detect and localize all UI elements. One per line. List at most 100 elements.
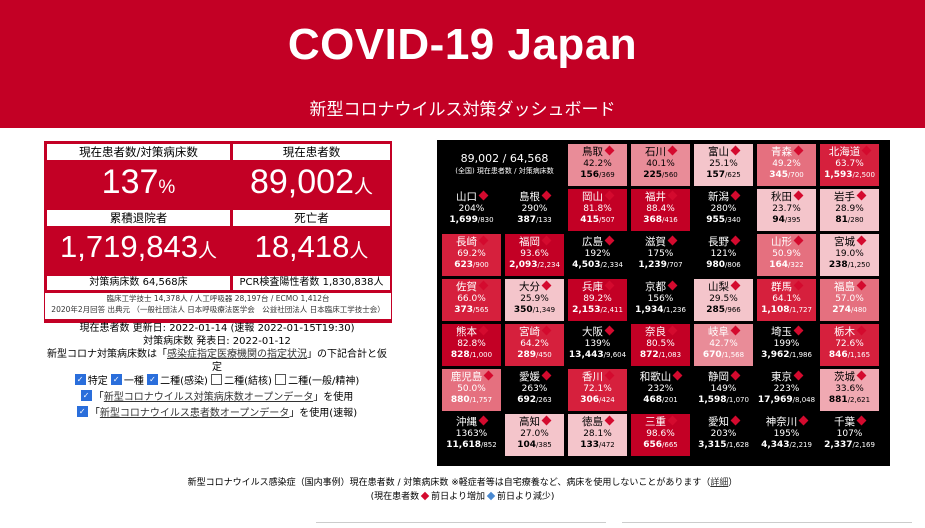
prefecture-counts: 4,343/2,219	[761, 440, 812, 450]
prefecture-tile[interactable]: 三重 98.6% 656/665	[631, 414, 690, 456]
prefecture-counts: 81/280	[835, 215, 864, 225]
beds-opendata-link[interactable]: 新型コロナウイルス対策病床数オープンデータ	[103, 392, 314, 403]
equipment-notes: 臨床工学技士 14,378人 / 人工呼吸器 28,197台 / ECMO 1,…	[44, 293, 392, 320]
prefecture-tile[interactable]: 宮崎 64.2% 289/450	[505, 324, 564, 366]
prefecture-tile[interactable]: 和歌山 232% 468/201	[631, 369, 690, 411]
checkbox-beds-opendata[interactable]	[80, 389, 92, 402]
prefecture-tile[interactable]: 徳島 28.1% 133/472	[568, 414, 627, 456]
checkbox-nishu-kekkaku[interactable]	[211, 374, 223, 385]
prefecture-name: 徳島	[568, 415, 627, 429]
checkbox-patients-opendata[interactable]	[76, 405, 88, 418]
prefecture-name: 茨城	[820, 370, 879, 384]
prefecture-tile[interactable]: 熊本 82.8% 828/1,000	[442, 324, 501, 366]
prefecture-tile[interactable]: 北海道 63.7% 1,593/2,500	[820, 144, 879, 186]
prefecture-counts: 368/416	[643, 215, 678, 225]
prefecture-ratio: 263%	[521, 384, 548, 394]
prefecture-tile[interactable]: 山口 204% 1,699/830	[442, 189, 501, 231]
prefecture-tile[interactable]: 長崎 69.2% 623/900	[442, 234, 501, 276]
prefecture-tile[interactable]: 沖縄 1363% 11,618/852	[442, 414, 501, 456]
prefecture-tile[interactable]: 滋賀 175% 1,239/707	[631, 234, 690, 276]
increase-arrow-icon	[541, 280, 552, 291]
checkbox-nishu-ippan[interactable]	[275, 374, 287, 385]
national-stats-panel: 現在患者数/対策病床数 137% 現在患者数 89,002人 累積退院者 1,7…	[44, 141, 392, 323]
prefecture-counts: 3,962/1,986	[761, 350, 812, 360]
prefecture-tile[interactable]: 広島 192% 4,503/2,334	[568, 234, 627, 276]
prefecture-tile[interactable]: 秋田 23.7% 94/395	[757, 189, 816, 231]
prefecture-tile[interactable]: 大阪 139% 13,443/9,604	[568, 324, 627, 366]
prefecture-tile[interactable]: 長野 121% 980/806	[694, 234, 753, 276]
national-caption: (全国) 現在患者数 / 対策病床数	[455, 167, 554, 175]
prefecture-name: 大分	[505, 280, 564, 294]
prefecture-tile[interactable]: 宮城 19.0% 238/1,250	[820, 234, 879, 276]
legend-line2: (現在患者数 前日より増加 前日より減少)	[370, 491, 555, 502]
increase-arrow-icon	[667, 235, 678, 246]
increase-arrow-icon	[667, 415, 678, 426]
prefecture-tile[interactable]: 山形 50.9% 164/322	[757, 234, 816, 276]
details-link[interactable]: 詳細	[710, 478, 729, 488]
increase-arrow-icon	[478, 415, 489, 426]
prefecture-tile[interactable]: 福井 88.4% 368/416	[631, 189, 690, 231]
prefecture-counts: 2,153/2,411	[572, 305, 623, 315]
prefecture-ratio: 81.8%	[583, 204, 612, 214]
prefecture-tile[interactable]: 鳥取 42.2% 156/369	[568, 144, 627, 186]
checkbox-tokutei[interactable]	[74, 373, 86, 386]
prefecture-tile[interactable]: 福岡 93.6% 2,093/2,234	[505, 234, 564, 276]
prefecture-tile[interactable]: 福島 57.0% 274/480	[820, 279, 879, 321]
prefecture-tile[interactable]: 愛媛 263% 692/263	[505, 369, 564, 411]
prefecture-ratio: 121%	[710, 249, 737, 259]
prefecture-tile[interactable]: 佐賀 66.0% 373/565	[442, 279, 501, 321]
designated-hospitals-link[interactable]: 感染症指定医療機関の指定状況	[167, 349, 307, 360]
checkbox-isshu[interactable]	[110, 373, 122, 386]
prefecture-tile[interactable]: 兵庫 89.2% 2,153/2,411	[568, 279, 627, 321]
prefecture-counts: 623/900	[454, 260, 489, 270]
prefecture-name: 高知	[505, 415, 564, 429]
info-section: 現在患者数 更新日: 2022-01-14 (速報 2022-01-15T19:…	[44, 322, 390, 420]
prefecture-ratio: 156%	[647, 294, 674, 304]
prefecture-grid: 89,002 / 64,568 (全国) 現在患者数 / 対策病床数 鳥取 42.…	[437, 140, 890, 466]
prefecture-ratio: 72.6%	[835, 339, 864, 349]
prefecture-tile[interactable]: 山梨 29.5% 285/966	[694, 279, 753, 321]
prefecture-tile[interactable]: 岡山 81.8% 415/507	[568, 189, 627, 231]
prefecture-ratio: 89.2%	[583, 294, 612, 304]
increase-arrow-icon	[856, 235, 867, 246]
prefecture-tile[interactable]: 東京 223% 17,969/8,048	[757, 369, 816, 411]
patients-opendata-link[interactable]: 新型コロナウイルス患者数オープンデータ	[99, 408, 290, 419]
prefecture-tile[interactable]: 大分 25.9% 350/1,349	[505, 279, 564, 321]
increase-arrow-icon	[541, 325, 552, 336]
prefecture-ratio: 82.8%	[457, 339, 486, 349]
prefecture-name: 東京	[757, 370, 816, 384]
ratio-box: 現在患者数/対策病床数 137%	[47, 144, 230, 212]
current-box: 現在患者数 89,002人	[233, 144, 390, 212]
prefecture-tile[interactable]: 島根 290% 387/133	[505, 189, 564, 231]
prefecture-tile[interactable]: 静岡 149% 1,598/1,070	[694, 369, 753, 411]
increase-arrow-icon	[856, 280, 867, 291]
prefecture-tile[interactable]: 奈良 80.5% 872/1,083	[631, 324, 690, 366]
prefecture-tile[interactable]: 神奈川 195% 4,343/2,219	[757, 414, 816, 456]
prefecture-tile[interactable]: 香川 72.1% 306/424	[568, 369, 627, 411]
prefecture-tile[interactable]: 岩手 28.9% 81/280	[820, 189, 879, 231]
prefecture-tile[interactable]: 岐阜 42.7% 670/1,568	[694, 324, 753, 366]
prefecture-ratio: 66.0%	[457, 294, 486, 304]
prefecture-tile[interactable]: 青森 49.2% 345/700	[757, 144, 816, 186]
prefecture-ratio: 64.2%	[520, 339, 549, 349]
prefecture-tile[interactable]: 高知 27.0% 104/385	[505, 414, 564, 456]
checkbox-nishu-kansen[interactable]	[147, 373, 159, 386]
prefecture-tile[interactable]: 新潟 280% 955/340	[694, 189, 753, 231]
prefecture-tile[interactable]: 栃木 72.6% 846/1,165	[820, 324, 879, 366]
prefecture-tile[interactable]: 鹿児島 50.0% 880/1,757	[442, 369, 501, 411]
prefecture-tile[interactable]: 千葉 107% 2,337/2,169	[820, 414, 879, 456]
prefecture-ratio: 223%	[773, 384, 800, 394]
prefecture-tile[interactable]: 京都 156% 1,934/1,236	[631, 279, 690, 321]
increase-arrow-icon	[861, 145, 872, 156]
page-header: COVID-19 Japan 新型コロナウイルス対策ダッシュボード	[0, 0, 925, 128]
prefecture-tile[interactable]: 富山 25.1% 157/625	[694, 144, 753, 186]
increase-arrow-icon	[730, 280, 741, 291]
increase-arrow-icon	[798, 415, 809, 426]
prefecture-tile[interactable]: 石川 40.1% 225/560	[631, 144, 690, 186]
prefecture-counts: 274/480	[832, 305, 867, 315]
prefecture-tile[interactable]: 埼玉 199% 3,962/1,986	[757, 324, 816, 366]
recovered-label: 累積退院者	[47, 210, 230, 226]
prefecture-tile[interactable]: 群馬 64.1% 1,108/1,727	[757, 279, 816, 321]
prefecture-tile[interactable]: 茨城 33.6% 881/2,621	[820, 369, 879, 411]
prefecture-tile[interactable]: 愛知 203% 3,315/1,628	[694, 414, 753, 456]
